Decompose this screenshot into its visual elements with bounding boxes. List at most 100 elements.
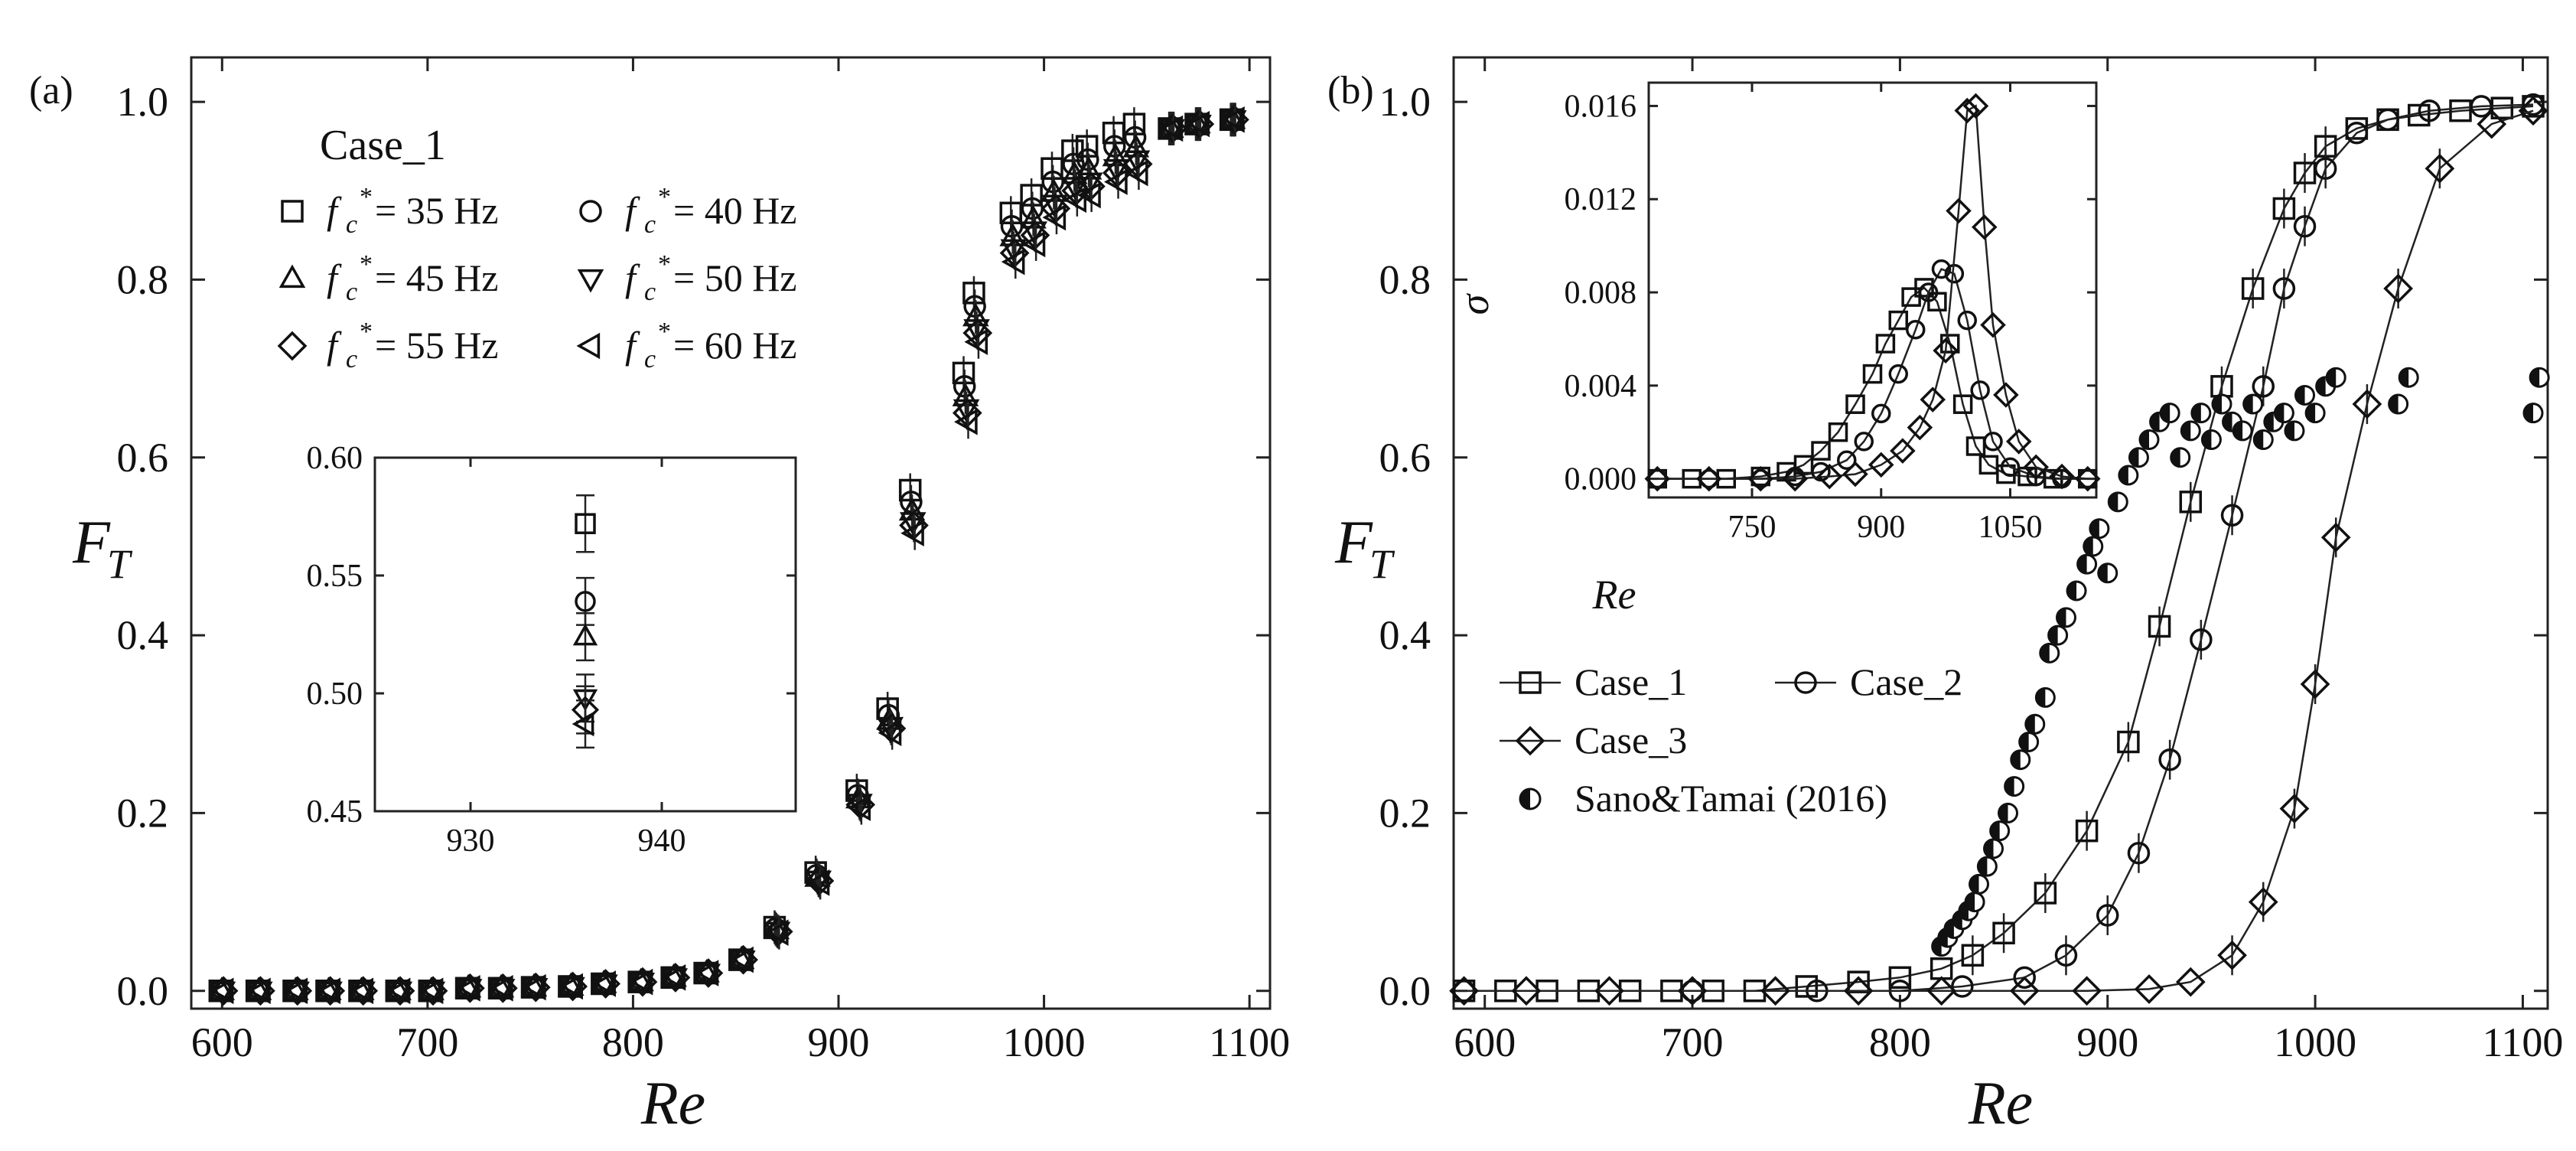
panel-a-inset-point-triangle-up [572,623,598,646]
panel-b-inset-x-axis-title: Re [1592,572,1636,618]
panel-a-legend-f-sup: * [658,183,671,211]
panel-b-x-tick-label: 900 [2076,1019,2138,1065]
panel-a-point-triangle-left [490,974,513,1002]
panel-b-inset-point-circle [1970,380,1990,400]
panel-b-point-diamond [1594,976,1624,1006]
panel-b-inset-point-circle [1906,320,1926,340]
panel-a-x-tick-label: 600 [191,1019,253,1065]
panel-b-inset-point-diamond [2005,429,2032,455]
panel-a-point-triangle-left [954,408,978,435]
panel-b-point-half-filled-circle-fill [2083,536,2093,556]
panel-b-legend-marker-half-filled-circle-fill [1520,789,1530,809]
panel-b-point-diamond [2217,940,2247,970]
panel-a-legend-marker-circle [579,200,602,223]
panel-b-point-half-filled-circle-fill [2530,368,2540,387]
panel-b-point-half-filled-circle-fill [1990,821,2000,840]
panel-a-point-triangle-left [1104,168,1128,195]
panel-b-point-half-filled-circle-fill [2524,403,2534,422]
panel-b-point-half-filled-circle-fill [2067,582,2077,601]
panel-b-inset-y-axis-title: σ [1451,292,1497,315]
panel-b-point-diamond [1926,976,1957,1006]
panel-b-point-half-filled-circle [2039,642,2060,664]
panel-b-inset-point-diamond [1747,465,1774,492]
panel-a-y-tick-label: 0.8 [117,256,169,302]
panel-b-point-half-filled-circle-fill [2191,403,2201,422]
panel-b-point-half-filled-circle [2284,420,2305,442]
panel-b-inset-point-diamond [2049,463,2075,490]
panel-a-point-triangle-left [629,968,653,996]
panel-b-point-half-filled-circle [2138,429,2160,451]
panel-b-point-half-filled-circle [2055,607,2076,628]
panel-b-point-circle [2470,95,2493,118]
panel-b-point-half-filled-circle [2294,384,2316,406]
panel-a-y-axis-title-main: F [72,509,111,576]
panel-b-inset-point-diamond [1920,386,1946,412]
panel-b-point-half-filled-circle-fill [2233,421,2243,440]
panel-b-x-tick-label: 1100 [2482,1019,2563,1065]
panel-b-inset-point-circle [1854,432,1874,452]
panel-b-x-tick-label: 600 [1454,1019,1516,1065]
panel-a-point-triangle-left [964,328,988,356]
panel-a-point-triangle-left [730,946,754,973]
panel-b-inset-point-diamond [1962,93,1989,119]
panel-b-frame [1452,56,2549,1010]
panel-b-point-half-filled-circle [2097,562,2118,584]
panel-b-inset-point-diamond [1842,461,1868,487]
panel-b-point-half-filled-circle [2170,447,2191,468]
panel-b-point-circle [2252,375,2275,398]
panel-b-point-square [2148,615,2171,638]
panel-b-point-half-filled-circle-fill [2036,688,2046,707]
panel-b-point-circle [2314,157,2337,180]
panel-b-inset-point-circle [1888,364,1908,384]
panel-a-point-triangle-left [523,973,546,1001]
panel-b-point-circle [2096,904,2119,927]
panel-b-x-tick-label: 800 [1869,1019,1931,1065]
panel-a: (a) F T Re 600 700 800 900 1000 1100 0.0 0.2 0.4… [29,56,1290,1137]
panel-a-point-triangle-left [1159,115,1184,142]
panel-b-point-half-filled-circle [2211,393,2232,415]
panel-b-point-diamond [1511,976,1542,1006]
panel-b-axes: 600 700 800 900 1000 1100 0.0 0.2 0.4 0.6 0.8 1.0 [1379,56,2563,1065]
panel-b-point-square [1961,944,1985,967]
panel-a-point-triangle-left [592,970,616,997]
panel-a-inset-x-tick-label: 930 [447,823,495,859]
panel-b-point-half-filled-circle-fill [2254,430,2264,449]
panel-b-point-half-filled-circle-fill [2129,448,2139,467]
panel-b-point-circle [2127,841,2151,865]
panel-b-point-half-filled-circle-fill [2295,386,2305,405]
panel-a-legend-marker-triangle-left [576,332,601,360]
panel-a-legend-f-sub: c [346,345,357,373]
panel-a-legend-f-sub: c [346,278,357,306]
panel-a-point-triangle-left [317,977,341,1005]
panel-a-point-triangle-left [1221,106,1245,133]
panel-a-legend-marker-triangle-up [278,264,306,289]
panel-b-inset-point-diamond [1954,97,1981,124]
panel-b-inset-point-circle [1871,403,1891,424]
panel-b-point-half-filled-circle-fill [2202,430,2212,449]
panel-a-frame [190,56,1272,1010]
panel-a-inset-point-triangle-left [572,711,594,737]
panel-b-point-square [2117,730,2140,754]
panel-a-point-triangle-left [1186,110,1210,138]
panel-a-x-tick-label: 1100 [1209,1019,1290,1065]
panel-b-point-diamond [2072,976,2102,1006]
panel-b-x-tick-label: 700 [1662,1019,1724,1065]
panel-b-point-circle [2272,277,2296,300]
panel-b-inset-point-square [1888,310,1908,331]
panel-a-inset-y-tick-label: 0.50 [307,677,363,712]
panel-a-axes: 600 700 800 900 1000 1100 0.0 0.2 0.4 0.6 0.8 1.0 [117,56,1290,1065]
panel-b-point-square [2179,491,2203,514]
panel-b-point-half-filled-circle [2118,465,2139,486]
panel-b-inset-point-diamond [1946,197,1972,224]
panel-b-point-half-filled-circle [2190,403,2212,424]
panel-b-point-half-filled-circle [2024,713,2046,735]
panel-b-point-diamond [2248,887,2278,917]
panel-b-inset-point-square [1914,278,1934,298]
panel-b-legend-label: Case_2 [1850,660,1962,703]
panel-b-inset-point-diamond [2023,454,2050,481]
panel-a-y-tick-label: 0.4 [117,612,169,658]
panel-b-point-circle [2054,944,2078,967]
panel-b-point-half-filled-circle [2522,403,2544,424]
panel-b-point-half-filled-circle-fill [2004,777,2014,796]
